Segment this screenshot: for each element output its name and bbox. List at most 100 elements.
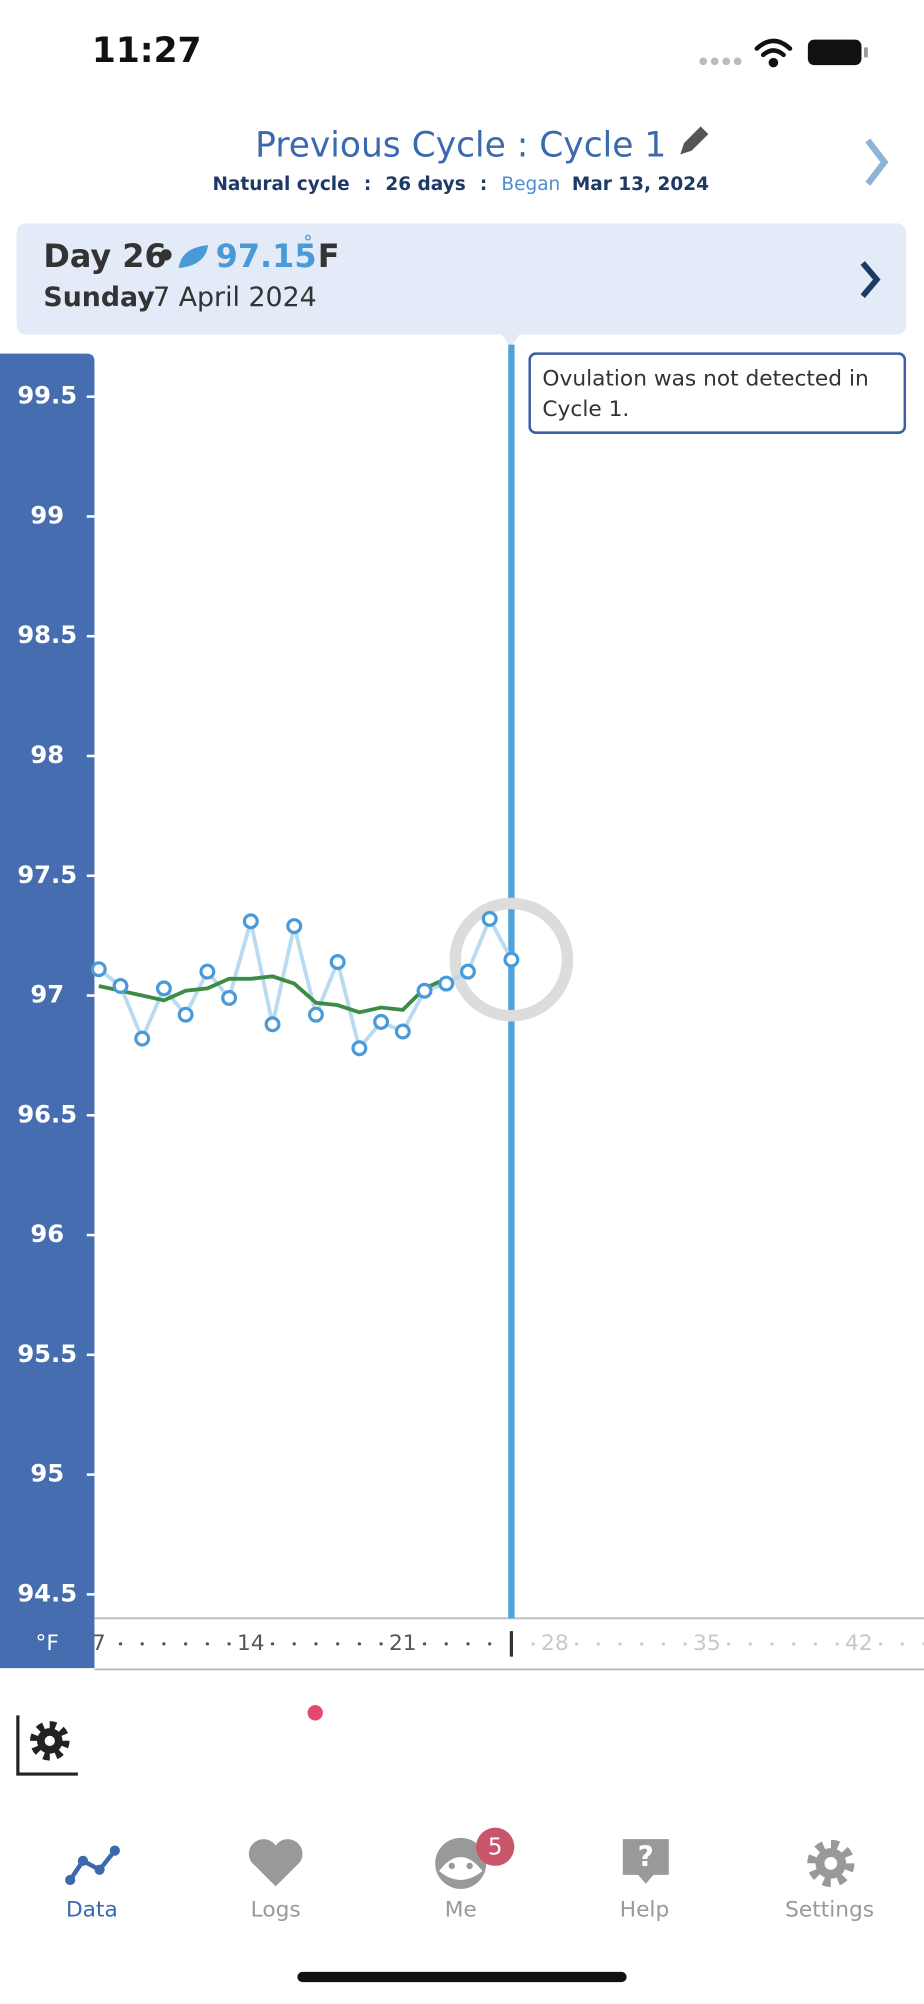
- badge-count: 5: [488, 1835, 503, 1861]
- temperature-point: [264, 1016, 281, 1033]
- selection-ring: [449, 897, 574, 1022]
- card-degree: ˚: [302, 235, 313, 260]
- day-dot: [118, 1642, 123, 1646]
- temperature-point: [112, 977, 129, 994]
- tab-logs[interactable]: Logs: [248, 1839, 303, 1923]
- temperature-point: [394, 1023, 411, 1040]
- card-date: 7 April 2024: [153, 282, 317, 313]
- status-time: 11:27: [92, 31, 202, 71]
- gear-hole: [44, 1735, 55, 1746]
- day-dot: [466, 1642, 470, 1646]
- day-dot: [205, 1642, 210, 1646]
- tab-icon: [68, 1849, 117, 1882]
- tab-icon: [807, 1839, 855, 1887]
- day-dot: [183, 1642, 188, 1646]
- day-dot: [813, 1642, 818, 1646]
- x-tick-label: 21: [389, 1631, 417, 1656]
- day-dot: [726, 1642, 731, 1646]
- y-tick-label: 95.5: [17, 1339, 77, 1368]
- day-dot: [900, 1642, 904, 1646]
- battery-icon: [807, 39, 868, 66]
- temperature-point: [90, 961, 107, 978]
- card-weekday: Sunday: [43, 282, 154, 313]
- cycle-title: Previous Cycle : Cycle 1: [255, 125, 666, 165]
- y-tick-label: 96: [30, 1219, 64, 1248]
- tab-settings[interactable]: Settings: [785, 1839, 874, 1923]
- y-tick-label: 95: [30, 1459, 64, 1488]
- day-dot: [640, 1642, 644, 1646]
- card-background: [16, 223, 907, 335]
- temperature-point: [373, 1013, 390, 1030]
- y-unit-label: °F: [36, 1631, 59, 1656]
- chart-settings-button[interactable]: [16, 1715, 78, 1776]
- temperature-point: [242, 913, 259, 930]
- badge: [476, 1827, 515, 1866]
- y-tick-label: 99: [30, 500, 64, 529]
- temperature-point: [329, 954, 346, 970]
- temperature-point: [459, 963, 476, 980]
- card-chevron: [860, 261, 881, 299]
- began-date: Mar 13, 2024: [572, 174, 709, 195]
- day-dot: [661, 1642, 666, 1646]
- tab-icon: [622, 1839, 669, 1884]
- temperature-point: [307, 1006, 324, 1023]
- temperature-point: [481, 910, 498, 927]
- x-tick-label: 7: [92, 1631, 106, 1656]
- cycle-type: Natural cycle: [212, 174, 349, 195]
- day-dot: [488, 1642, 492, 1646]
- day-card[interactable]: Day 26 • 97.15 ˚ F Sunday 7 April 2024: [16, 223, 907, 348]
- temperature-point: [221, 989, 238, 1006]
- day-dot: [357, 1642, 362, 1646]
- card-bullet: •: [156, 237, 176, 275]
- indicator-dot: [307, 1705, 323, 1721]
- day-dot: [270, 1642, 275, 1646]
- day-dot: [422, 1642, 427, 1646]
- cycle-length: 26 days: [385, 174, 465, 195]
- y-tick-label: 97.5: [17, 860, 77, 889]
- gear-teeth: [29, 1721, 70, 1761]
- y-tick-label: 96.5: [17, 1099, 77, 1128]
- average-line: [98, 974, 448, 1015]
- signal-icon: [699, 57, 742, 66]
- day-dot: [748, 1642, 752, 1646]
- day-dot: [792, 1642, 796, 1646]
- x-tick-label: 35: [693, 1631, 721, 1656]
- edit-button[interactable]: [680, 126, 709, 155]
- day-dot: [444, 1642, 448, 1646]
- card-temperature: 97.15: [216, 237, 317, 275]
- card-unit: F: [318, 237, 340, 275]
- temperature-point: [199, 963, 216, 980]
- separator: :: [480, 174, 487, 195]
- tab-label: Data: [66, 1898, 118, 1923]
- temperature-point: [416, 982, 433, 999]
- day-dot: [618, 1642, 622, 1646]
- temperature-point: [286, 918, 303, 935]
- tab-data[interactable]: Data: [65, 1845, 120, 1923]
- tab-label: Settings: [785, 1898, 874, 1923]
- day-dot: [140, 1642, 144, 1646]
- x-tick-label: 42: [845, 1631, 873, 1656]
- tab-help[interactable]: ? Help: [620, 1839, 669, 1923]
- svg-text:?: ?: [638, 1840, 654, 1873]
- card-pointer: [501, 334, 520, 348]
- day-dot: [683, 1642, 687, 1646]
- temperature-point: [503, 951, 520, 968]
- day-dot: [770, 1642, 774, 1646]
- temperature-point: [134, 1030, 151, 1047]
- day-dot: [531, 1642, 535, 1646]
- day-dot: [596, 1642, 600, 1646]
- day-dot: [292, 1642, 296, 1646]
- next-cycle-button[interactable]: [865, 138, 889, 186]
- tab-label: Help: [620, 1898, 669, 1923]
- y-axis-panel: [0, 353, 95, 1669]
- y-tick-label: 98.5: [17, 620, 77, 649]
- temperature-point: [351, 1040, 368, 1057]
- y-tick-label: 97: [30, 980, 64, 1009]
- temperature-point: [177, 1006, 194, 1023]
- plot: 7 14 21 28 35 42: [90, 344, 924, 1657]
- tab-label: Me: [445, 1898, 477, 1923]
- tab-me[interactable]: 5 Me: [435, 1827, 515, 1923]
